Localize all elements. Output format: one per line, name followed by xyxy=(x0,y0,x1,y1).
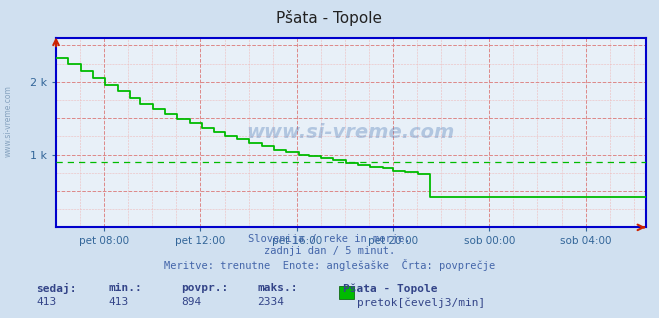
Text: 413: 413 xyxy=(36,297,57,307)
Text: 413: 413 xyxy=(109,297,129,307)
Text: zadnji dan / 5 minut.: zadnji dan / 5 minut. xyxy=(264,246,395,256)
Text: www.si-vreme.com: www.si-vreme.com xyxy=(246,123,455,142)
Text: povpr.:: povpr.: xyxy=(181,283,229,293)
Text: 894: 894 xyxy=(181,297,202,307)
Text: Pšata - Topole: Pšata - Topole xyxy=(343,283,437,294)
Text: Meritve: trenutne  Enote: anglešaške  Črta: povprečje: Meritve: trenutne Enote: anglešaške Črta… xyxy=(164,259,495,271)
Text: min.:: min.: xyxy=(109,283,142,293)
Text: Slovenija / reke in morje.: Slovenija / reke in morje. xyxy=(248,234,411,244)
Text: www.si-vreme.com: www.si-vreme.com xyxy=(3,85,13,157)
Text: pretok[čevelj3/min]: pretok[čevelj3/min] xyxy=(357,297,486,308)
Text: sedaj:: sedaj: xyxy=(36,283,76,294)
Text: Pšata - Topole: Pšata - Topole xyxy=(277,10,382,25)
Text: maks.:: maks.: xyxy=(257,283,297,293)
Text: 2334: 2334 xyxy=(257,297,284,307)
